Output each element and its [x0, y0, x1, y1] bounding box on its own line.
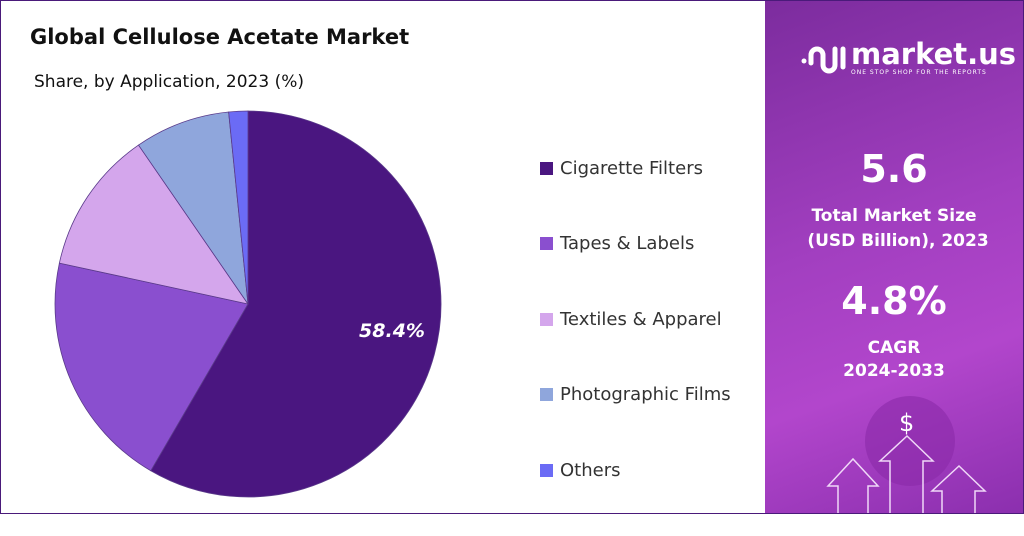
- market-size-label-2: (USD Billion), 2023: [807, 231, 989, 251]
- chart-subtitle: Share, by Application, 2023 (%): [34, 72, 304, 92]
- pie-slice-others: [228, 110, 249, 305]
- cagr-label: CAGR: [867, 338, 921, 358]
- brand-logo: market.us ONE STOP SHOP FOR THE REPORTS: [801, 39, 1016, 76]
- legend-item: Others: [540, 459, 731, 481]
- market-size-label-1: Total Market Size: [811, 206, 977, 226]
- brand-tagline: ONE STOP SHOP FOR THE REPORTS: [851, 69, 987, 76]
- chart-panel: Global Cellulose Acetate Market Share, b…: [30, 25, 731, 498]
- chart-title: Global Cellulose Acetate Market: [30, 25, 410, 49]
- background-decoration: [826, 396, 987, 513]
- legend-item: Tapes & Labels: [540, 233, 731, 254]
- legend-swatch: [540, 161, 553, 175]
- pie-chart: 58.4%: [54, 110, 442, 498]
- dollar-icon: $: [899, 409, 915, 437]
- legend-label: Textiles & Apparel: [560, 308, 722, 330]
- legend-swatch: [540, 237, 553, 250]
- legend-item: Cigarette Filters: [540, 157, 731, 179]
- brand-name: market.us: [851, 37, 1017, 71]
- market-us-logo-icon: [801, 46, 846, 73]
- pie-slice-tapes-labels: [54, 262, 249, 472]
- legend-swatch: [540, 312, 553, 326]
- pie-slice-photographic-films: [137, 111, 249, 305]
- legend: Cigarette Filters Tapes & Labels Textile…: [540, 158, 731, 536]
- legend-item: Textiles & Apparel: [540, 308, 731, 330]
- pie-slice-textiles-apparel: [58, 144, 249, 305]
- legend-item: Photographic Films: [540, 384, 731, 405]
- legend-swatch: [540, 463, 553, 477]
- pie-slice-cigarette-filters: [150, 110, 442, 498]
- cagr-value: 4.8%: [841, 279, 947, 323]
- growth-arrows-icon: [826, 434, 987, 513]
- cagr-period: 2024-2033: [843, 361, 945, 381]
- data-label: 58.4%: [359, 320, 425, 342]
- legend-label: Others: [560, 459, 621, 481]
- market-size-value: 5.6: [860, 147, 928, 191]
- summary-panel: market.us ONE STOP SHOP FOR THE REPORTS …: [765, 1, 1023, 513]
- legend-label: Photographic Films: [560, 384, 731, 405]
- legend-label: Tapes & Labels: [560, 233, 695, 254]
- legend-swatch: [540, 388, 553, 401]
- legend-label: Cigarette Filters: [560, 157, 703, 179]
